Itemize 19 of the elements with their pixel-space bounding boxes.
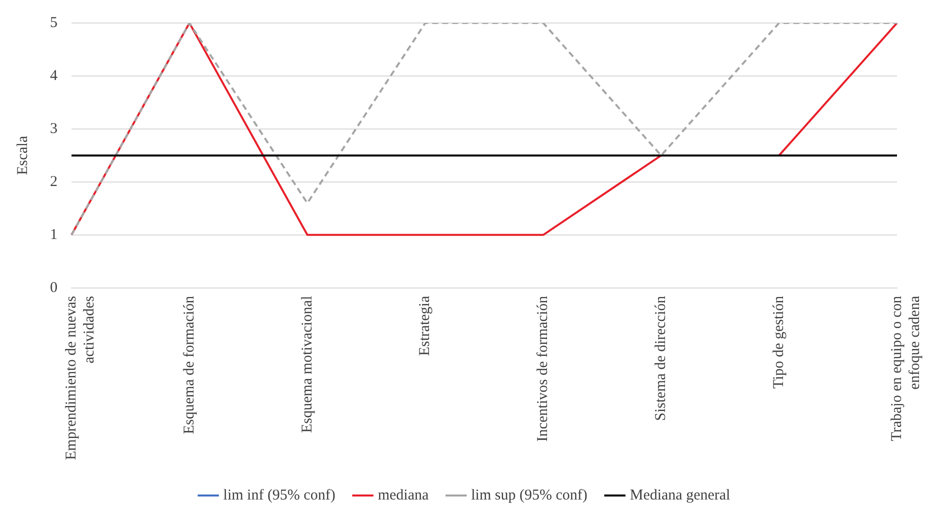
x-tick-label: Tipo de gestión [771, 295, 788, 389]
x-tick-label: Esquema motivacional [299, 296, 316, 433]
y-axis-title: Escala [14, 136, 31, 176]
y-tick-label: 4 [50, 68, 58, 84]
legend-label: lim inf (95% conf) [223, 487, 336, 504]
x-tick-label: Estrategia [417, 296, 434, 356]
x-tick-label: Emprendimiento de nuevas actividades [63, 296, 98, 460]
legend-label: lim sup (95% conf) [471, 487, 588, 504]
legend-label: mediana [378, 487, 429, 504]
y-tick-label: 2 [50, 174, 58, 190]
x-tick-label: Sistema de dirección [653, 295, 670, 421]
x-tick-label: Esquema de formación [181, 295, 198, 434]
x-tick-label: Trabajo en equipo o con enfoque cadena [888, 295, 923, 442]
y-tick-label: 1 [50, 226, 58, 243]
y-tick-label: 3 [50, 120, 58, 137]
x-tick-label: Incentivos de formación [535, 295, 552, 442]
legend-label: Mediana general [630, 487, 730, 504]
y-tick-label: 0 [50, 280, 58, 296]
y-tick-label: 5 [50, 14, 58, 31]
